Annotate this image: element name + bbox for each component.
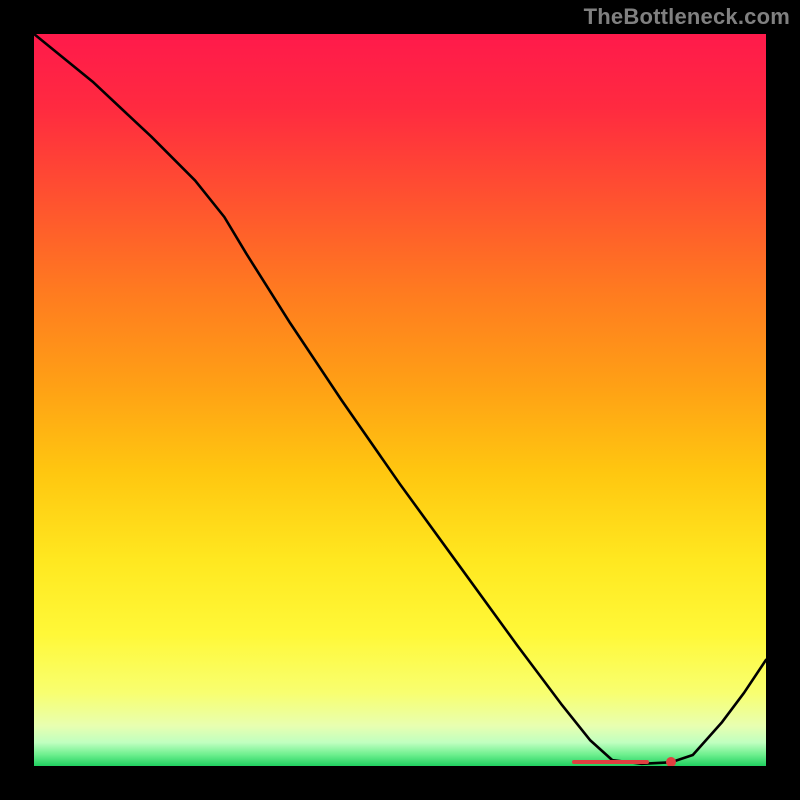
plot-frame — [30, 30, 770, 770]
watermark-text: TheBottleneck.com — [584, 4, 790, 30]
chart-container: TheBottleneck.com — [0, 0, 800, 800]
